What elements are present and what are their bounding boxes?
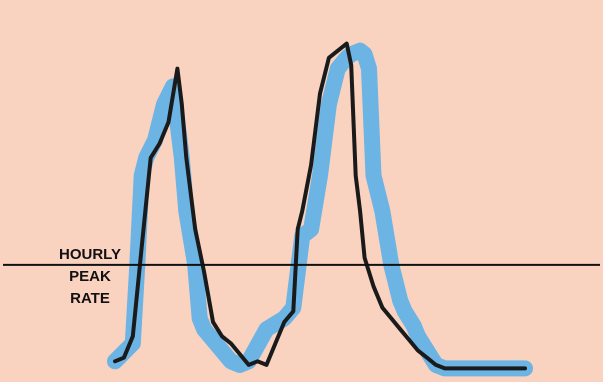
series-raw-line: [113, 41, 527, 371]
peak-label-line-1: HOURLY: [59, 246, 121, 263]
hourly-peak-rate-label: HOURLY PEAK RATE: [59, 246, 121, 307]
peak-label-line-3: RATE: [70, 290, 110, 307]
peak-label-line-2: PEAK: [69, 268, 111, 285]
